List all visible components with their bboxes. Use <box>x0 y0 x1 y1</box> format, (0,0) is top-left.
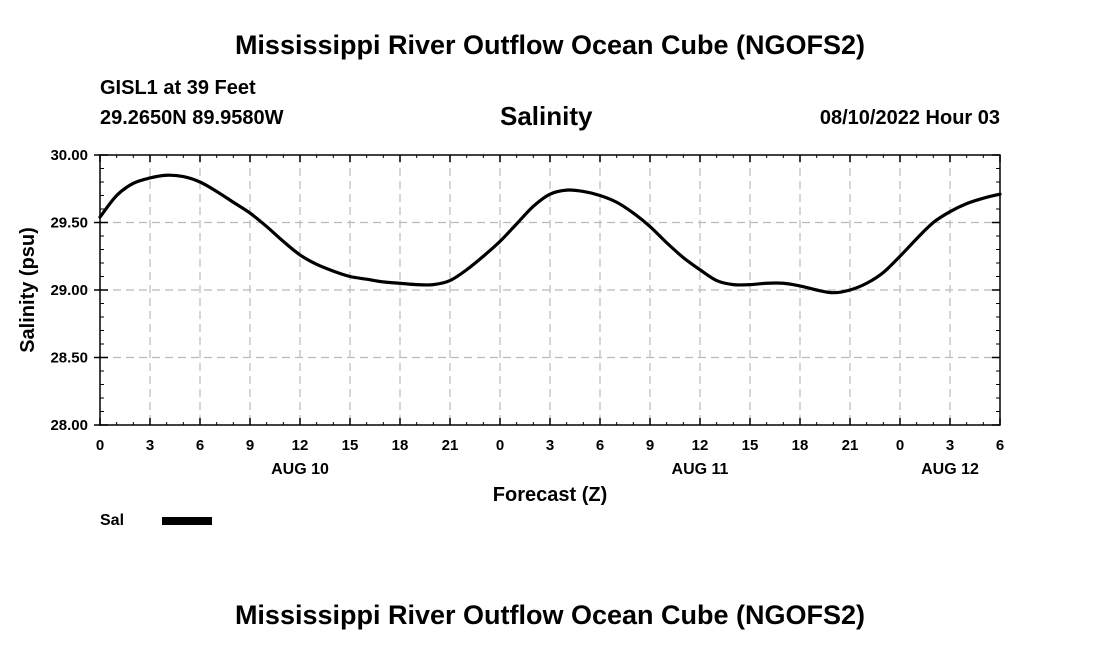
x-tick-label: 6 <box>196 437 204 454</box>
forecast-time: 08/10/2022 Hour 03 <box>819 107 1000 129</box>
x-axis-title: Forecast (Z) <box>493 484 607 506</box>
y-tick-label: 29.00 <box>50 282 88 299</box>
station-label: GISL1 at 39 Feet <box>100 77 256 99</box>
chart-title: Salinity <box>500 101 593 131</box>
x-date-label: AUG 10 <box>271 461 329 478</box>
main-title: Mississippi River Outflow Ocean Cube (NG… <box>234 30 866 60</box>
axis-layer: 0 3 6 9 12 15 18 21 0 3 6 9 12 15 18 21 0 3 6 AUG 10 AUG 11 A… <box>50 147 1004 478</box>
y-tick-label: 28.50 <box>50 350 88 367</box>
legend: Sal <box>100 512 212 529</box>
x-tick-label: 18 <box>792 437 809 454</box>
x-date-label: AUG 11 <box>672 461 729 478</box>
footer-title: Mississippi River Outflow Ocean Cube (NG… <box>234 600 866 630</box>
x-tick-label: 3 <box>946 437 954 454</box>
x-tick-label: 0 <box>96 437 104 454</box>
series-line-sal <box>98 173 1002 295</box>
y-tick-label: 30.00 <box>50 147 88 164</box>
y-axis-title: Salinity (psu) <box>17 227 39 353</box>
legend-label: Sal <box>100 512 124 529</box>
x-tick-label: 21 <box>442 437 459 454</box>
grid-lines <box>100 155 1000 425</box>
y-tick-label: 28.00 <box>50 417 88 434</box>
x-tick-label: 15 <box>742 437 759 454</box>
x-tick-label: 15 <box>342 437 359 454</box>
x-tick-label: 21 <box>842 437 859 454</box>
x-tick-label: 12 <box>692 437 709 454</box>
x-tick-label: 12 <box>292 437 309 454</box>
x-tick-label: 9 <box>246 437 254 454</box>
x-tick-label: 0 <box>496 437 504 454</box>
series-layer <box>98 173 1002 295</box>
x-tick-label: 6 <box>596 437 604 454</box>
x-tick-label: 3 <box>546 437 554 454</box>
x-date-label: AUG 12 <box>921 461 979 478</box>
y-tick-label: 29.50 <box>50 215 88 232</box>
x-tick-label: 9 <box>646 437 654 454</box>
x-tick-label: 6 <box>996 437 1004 454</box>
x-tick-label: 18 <box>392 437 409 454</box>
x-tick-label: 3 <box>146 437 154 454</box>
station-coordinates: 29.2650N 89.9580W <box>100 107 284 129</box>
x-tick-label: 0 <box>896 437 904 454</box>
